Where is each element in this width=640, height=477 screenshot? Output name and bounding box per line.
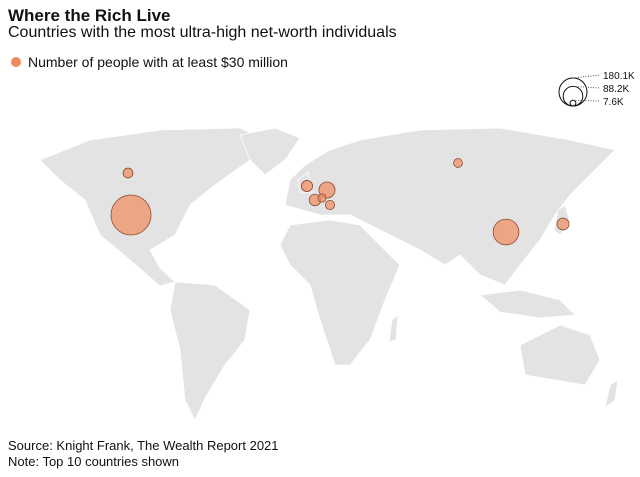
north-america [39,127,263,287]
size-legend-label: 180.1K [603,71,635,82]
bubble [301,180,313,192]
bubble [122,167,134,179]
greenland [239,127,301,176]
size-legend-leader [572,99,601,102]
legend-label: Number of people with at least $30 milli… [28,54,288,70]
bubble [317,193,327,203]
chart-title: Where the Rich Live [8,6,170,25]
size-legend-circle [569,99,577,107]
bubble [492,218,520,246]
new-zealand [604,379,619,410]
bubble [453,158,463,168]
size-legend-leader [572,74,601,79]
source: Source: Knight Frank, The Wealth Report … [8,438,279,453]
south-america [169,281,251,421]
africa [279,219,401,366]
australia [519,324,601,386]
chart-subtitle: Countries with the most ultra-high net-w… [8,24,397,41]
note: Note: Top 10 countries shown [8,454,179,469]
bubble [110,194,152,236]
map-land [39,127,619,421]
eurasia [284,127,616,286]
size-legend-label: 88.2K [603,84,629,95]
size-legend-circle [558,77,588,107]
indonesia [479,289,576,319]
size-legend-label: 7.6K [603,97,624,108]
bubble [325,200,335,210]
bubble [556,217,570,231]
size-legend-circle [562,85,584,107]
size-legend-leader [572,85,601,89]
madagascar [388,314,399,343]
legend-swatch [11,57,21,67]
